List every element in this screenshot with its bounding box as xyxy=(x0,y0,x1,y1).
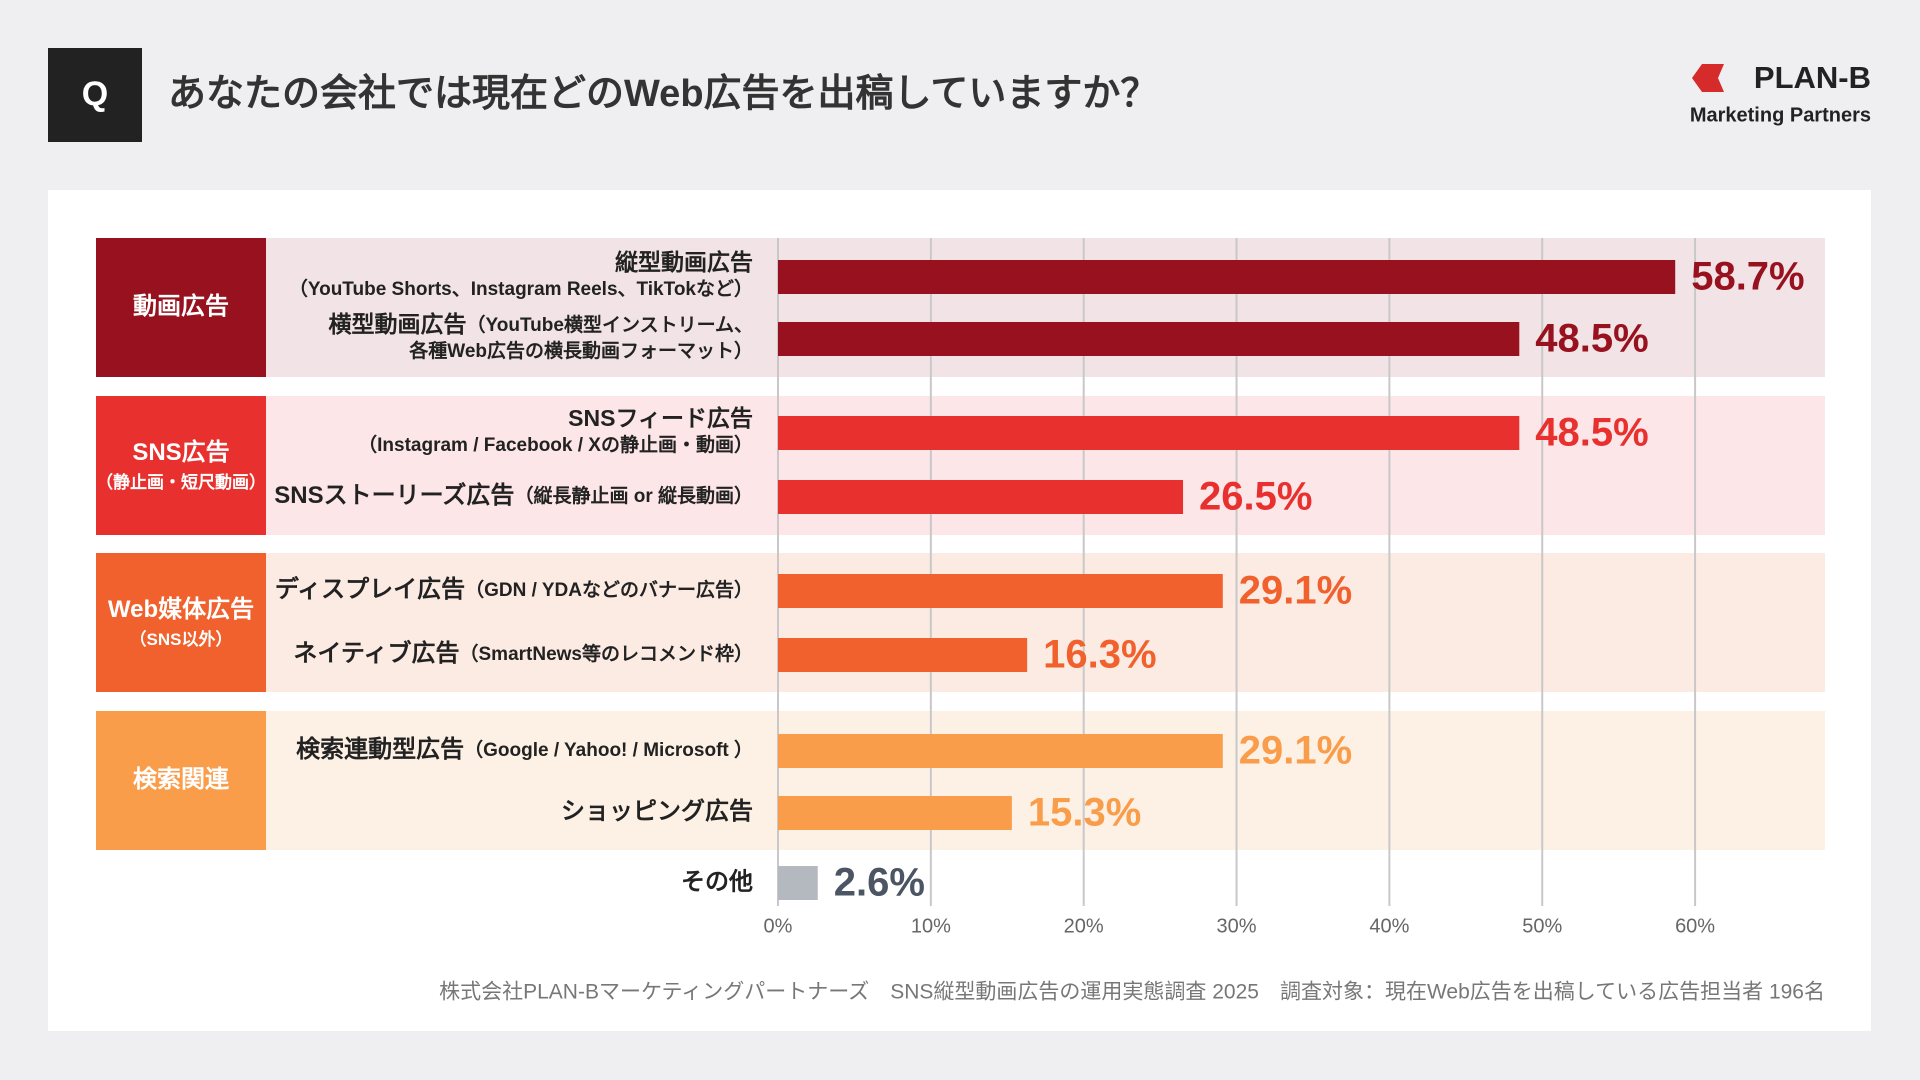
x-tick-label: 10% xyxy=(911,915,951,937)
source: 株式会社PLAN-Bマーケティングパートナーズ SNS縦型動画広告の運用実態調査… xyxy=(439,981,1825,1004)
x-tick-label: 60% xyxy=(1675,915,1715,937)
category-label: 横型動画広告（YouTube横型インストリーム、各種Web広告の横長動画フォーマ… xyxy=(329,311,754,362)
x-tick-label: 20% xyxy=(1064,915,1104,937)
bar xyxy=(778,734,1223,768)
group-label: 動画広告 xyxy=(133,292,229,320)
bar xyxy=(778,480,1184,514)
label-part: （YouTube Shorts、Instagram Reels、TikTokなど… xyxy=(289,277,753,300)
label-part: 検索連動型広告 xyxy=(296,735,464,763)
value-label: 29.1% xyxy=(1239,729,1352,773)
label-part: （縦長静止画 or 縦長動画） xyxy=(514,484,753,507)
group-label-box xyxy=(96,238,266,377)
category-label: 検索連動型広告（Google / Yahoo! / Microsoft ） xyxy=(296,735,753,763)
label-part: 各種Web広告の横長動画フォーマット） xyxy=(408,339,753,362)
group-note: （静止画・短尺動画） xyxy=(96,472,266,492)
label-part: 縦型動画広告 xyxy=(615,249,753,275)
q-box xyxy=(48,48,142,142)
x-tick-label: 50% xyxy=(1522,915,1562,937)
group-label-box xyxy=(96,711,266,850)
logo-mark xyxy=(1692,64,1724,92)
x-tick-label: 30% xyxy=(1217,915,1257,937)
category-label: ディスプレイ広告（GDN / YDAなどのバナー広告） xyxy=(275,575,753,603)
title: あなたの会社では現在どのWeb広告を出稿していますか？ xyxy=(168,73,1158,115)
value-label: 48.5% xyxy=(1535,411,1648,455)
value-label: 26.5% xyxy=(1199,475,1312,519)
value-label: 2.6% xyxy=(834,861,925,905)
group-label: SNS広告 xyxy=(132,438,229,466)
label-part: （YouTube横型インストリーム、 xyxy=(467,313,754,336)
value-label: 16.3% xyxy=(1043,633,1156,677)
label-part: （SmartNews等のレコメンド枠） xyxy=(460,642,754,665)
bar xyxy=(778,322,1520,356)
label-part: （GDN / YDAなどのバナー広告） xyxy=(465,578,753,601)
group-label-box xyxy=(96,396,266,535)
label-part: ショッピング広告 xyxy=(561,797,753,825)
group-label: Web媒体広告 xyxy=(108,595,254,623)
category-label: SNSフィード広告（Instagram / Facebook / Xの静止画・動… xyxy=(358,405,753,456)
bar xyxy=(778,866,818,900)
q-label: Q xyxy=(82,75,108,113)
bar xyxy=(778,260,1676,294)
category-label: 縦型動画広告（YouTube Shorts、Instagram Reels、Ti… xyxy=(289,249,753,300)
category-label: その他 xyxy=(681,868,753,895)
label-part: （Google / Yahoo! / Microsoft ） xyxy=(464,738,753,761)
bar xyxy=(778,574,1223,608)
label-part: （Instagram / Facebook / Xの静止画・動画） xyxy=(358,433,753,456)
x-tick-label: 40% xyxy=(1369,915,1409,937)
group-label-box xyxy=(96,553,266,692)
value-label: 29.1% xyxy=(1239,569,1352,613)
value-label: 48.5% xyxy=(1535,317,1648,361)
bar xyxy=(778,416,1520,450)
label-part: 横型動画広告 xyxy=(329,311,467,337)
label-part: ネイティブ広告 xyxy=(293,639,459,667)
x-tick-label: 0% xyxy=(764,915,793,937)
bar xyxy=(778,796,1012,830)
group-label: 検索関連 xyxy=(133,766,230,793)
logo: PLAN-B xyxy=(1754,60,1871,95)
bar xyxy=(778,638,1028,672)
category-label: ネイティブ広告（SmartNews等のレコメンド枠） xyxy=(293,639,753,667)
label-part: SNSストーリーズ広告 xyxy=(274,481,514,509)
value-label: 58.7% xyxy=(1691,255,1804,299)
logo-sub: Marketing Partners xyxy=(1690,104,1871,126)
label-part: ディスプレイ広告 xyxy=(275,575,465,603)
label-part: SNSフィード広告 xyxy=(568,405,753,431)
category-label: SNSストーリーズ広告（縦長静止画 or 縦長動画） xyxy=(274,481,753,509)
group-note: （SNS以外） xyxy=(130,629,233,649)
value-label: 15.3% xyxy=(1028,791,1141,835)
category-label: ショッピング広告 xyxy=(561,797,753,825)
